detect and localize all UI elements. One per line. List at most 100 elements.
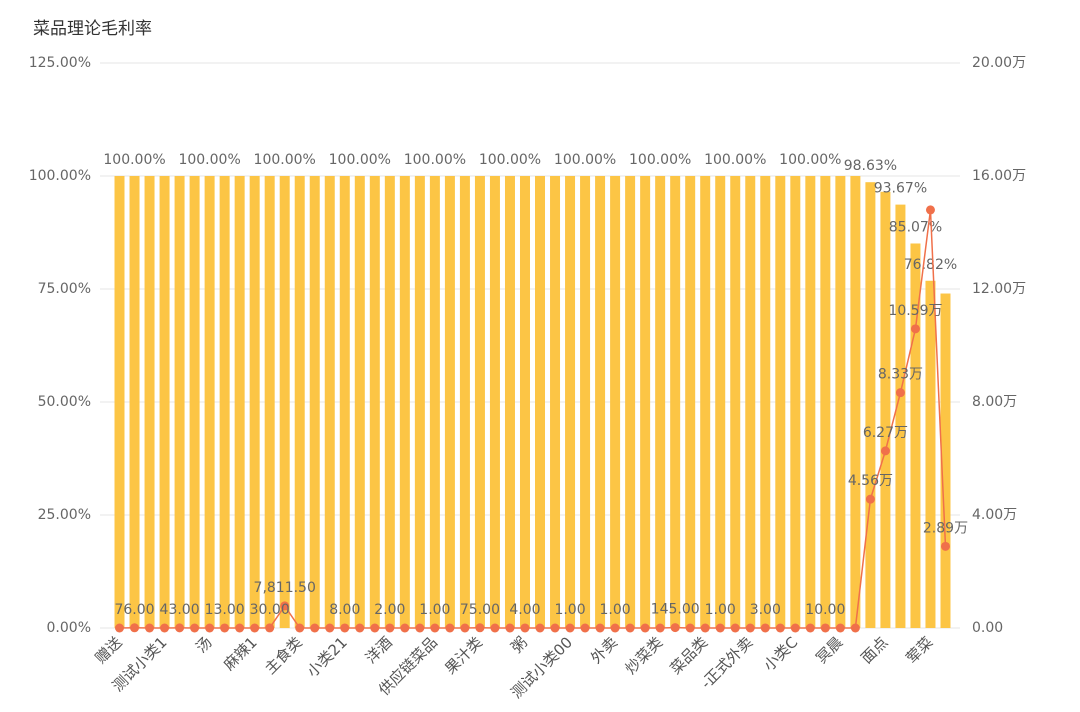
line-point	[250, 623, 260, 633]
x-tick-label: 炒菜类	[622, 633, 667, 678]
line-value-label: 10.59万	[888, 303, 942, 319]
bar	[459, 176, 470, 628]
y2-tick-label: 16.00万	[972, 168, 1026, 184]
bar	[324, 176, 335, 628]
bar	[895, 204, 906, 628]
line-point	[130, 623, 140, 633]
line-point	[760, 623, 770, 633]
bar	[249, 176, 260, 628]
line-point	[640, 623, 650, 633]
line-value-label: 145.00	[651, 602, 700, 618]
line-point	[910, 324, 920, 334]
line-point	[370, 623, 380, 633]
x-tick-label: 麻辣1	[220, 633, 261, 674]
line-point	[445, 623, 455, 633]
bar	[790, 176, 801, 628]
bar	[565, 176, 576, 628]
bar	[655, 176, 666, 628]
line-point	[670, 623, 680, 633]
bar	[835, 176, 846, 628]
bar	[535, 176, 546, 628]
line-value-label: 6.27万	[863, 425, 908, 441]
line-point	[520, 623, 530, 633]
bar-value-label: 100.00%	[254, 152, 316, 168]
line-value-label: 8.33万	[878, 367, 923, 383]
line-value-label: 4.00	[509, 602, 540, 618]
bar-value-label: 100.00%	[779, 152, 841, 168]
bar-value-label: 100.00%	[329, 152, 391, 168]
bar-value-label: 100.00%	[479, 152, 541, 168]
x-tick-label: 面点	[857, 633, 891, 667]
bar-value-label: 100.00%	[103, 152, 165, 168]
line-point	[475, 623, 485, 633]
x-tick-label: 小类21	[303, 633, 350, 680]
bar	[865, 182, 876, 629]
bar-value-label: 100.00%	[554, 152, 616, 168]
bar	[595, 176, 606, 628]
bar-value-label: 100.00%	[178, 152, 240, 168]
line-point	[355, 623, 365, 633]
line-point	[490, 623, 500, 633]
line-point	[415, 623, 425, 633]
bar	[489, 176, 500, 628]
line-value-label: 2.89万	[923, 520, 968, 536]
y2-tick-label: 12.00万	[972, 281, 1026, 297]
line-value-label: 8.00	[329, 602, 360, 618]
line-value-label: 75.00	[460, 602, 500, 618]
x-tick-label: 荤菜	[903, 633, 937, 667]
line-value-label: 13.00	[205, 602, 245, 618]
bar	[850, 176, 861, 628]
line-point	[625, 623, 635, 633]
line-point	[535, 623, 545, 633]
bar	[670, 176, 681, 628]
bar	[429, 176, 440, 628]
bar	[279, 176, 290, 628]
bar	[610, 176, 621, 628]
bar	[369, 176, 380, 628]
x-tick-label: 小类C	[760, 633, 801, 674]
bar	[700, 176, 711, 628]
bar	[715, 176, 726, 628]
line-point	[610, 623, 620, 633]
line-point	[895, 388, 905, 398]
bar	[294, 176, 305, 628]
line-point	[595, 623, 605, 633]
y2-tick-label: 0.00	[972, 620, 1003, 636]
bar	[339, 176, 350, 628]
line-point	[430, 623, 440, 633]
y-tick-label: 25.00%	[38, 507, 91, 523]
line-value-label: 1.00	[705, 602, 736, 618]
line-value-label: 1.00	[554, 602, 585, 618]
bar	[685, 176, 696, 628]
bar	[474, 176, 485, 628]
line-point	[820, 623, 830, 633]
bar	[399, 176, 410, 628]
y-tick-label: 0.00%	[47, 620, 91, 636]
line-point	[835, 623, 845, 633]
line-point	[580, 623, 590, 633]
y-tick-label: 50.00%	[38, 394, 91, 410]
line-point	[460, 623, 470, 633]
line-point	[940, 541, 950, 551]
line-value-label: 3.00	[750, 602, 781, 618]
bar	[519, 176, 530, 628]
line-point	[280, 601, 290, 611]
line-value-label: 4.56万	[848, 473, 893, 489]
x-tick-label: 外卖	[587, 633, 621, 667]
line-point	[730, 623, 740, 633]
bar	[625, 176, 636, 628]
bar	[264, 176, 275, 628]
bar	[309, 176, 320, 628]
bar	[114, 176, 125, 628]
bar	[580, 176, 591, 628]
bar-value-label: 76.82%	[904, 257, 957, 273]
line-point	[295, 623, 305, 633]
bar	[204, 176, 215, 628]
bar	[174, 176, 185, 628]
line-point	[385, 623, 395, 633]
bar	[234, 176, 245, 628]
x-tick-label: 主食类	[261, 633, 306, 678]
bar	[219, 176, 230, 628]
line-point	[925, 205, 935, 215]
